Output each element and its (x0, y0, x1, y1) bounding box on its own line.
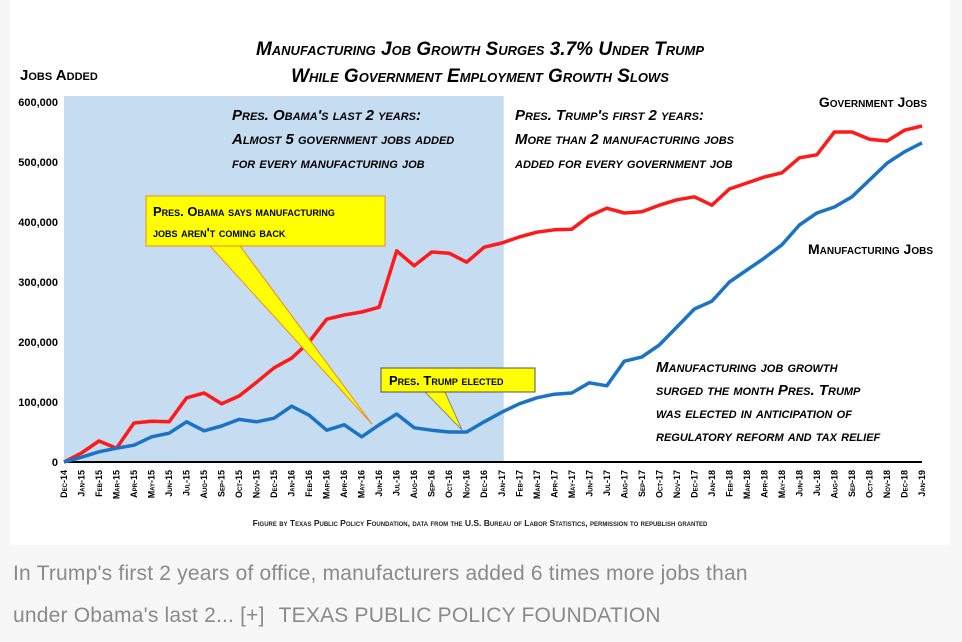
surge-note-3: was elected in anticipation of (656, 405, 852, 422)
y-tick-label: 100,000 (18, 397, 58, 409)
x-tick-label: Apr-15 (129, 470, 139, 498)
x-tick-label: May-18 (777, 470, 787, 498)
obama-callout-text-1: Pres. Obama says manufacturing (153, 204, 335, 219)
obama-period-note-1: Pres. Obama's last 2 years: (232, 107, 421, 124)
y-tick-label: 500,000 (18, 157, 58, 169)
x-tick-label: Jun-18 (794, 470, 804, 497)
x-tick-label: Nov-15 (252, 470, 262, 498)
x-tick-label: Feb-18 (724, 470, 734, 497)
x-tick-label: Oct-18 (864, 470, 874, 498)
source-note: Figure by Texas Public Policy Foundation… (253, 518, 708, 528)
x-tick-label: Apr-16 (339, 470, 349, 498)
obama-callout-box (145, 195, 386, 247)
x-tick-label: Jan-19 (917, 470, 927, 497)
obama-period-note-2: Almost 5 government jobs added (231, 131, 454, 148)
x-tick-label: Jul-16 (392, 470, 402, 496)
x-tick-label: Jun-16 (374, 470, 384, 497)
manufacturing-jobs-line (63, 141, 923, 464)
x-tick-label: May-15 (147, 470, 157, 498)
surge-note-4: regulatory reform and tax relief (656, 428, 881, 445)
trump-callout-text: Pres. Trump elected (389, 373, 504, 388)
expand-caption-button[interactable]: [+] (240, 604, 265, 627)
caption-line-2: under Obama's last 2... [+] TEXAS PUBLIC … (13, 604, 661, 628)
x-tick-label: Sep-15 (217, 470, 227, 497)
x-tick-label: Sep-17 (637, 470, 647, 497)
x-tick-label: Dec-18 (899, 470, 909, 498)
x-tick-label: Oct-15 (234, 470, 244, 498)
manufacturing-jobs-label: Manufacturing Jobs (808, 241, 933, 257)
y-tick-label: 400,000 (18, 217, 58, 229)
x-tick-label: Mar-18 (742, 470, 752, 499)
y-tick-label: 600,000 (18, 97, 58, 109)
x-tick-label: Apr-18 (759, 470, 769, 498)
y-axis-label: Jobs Added (20, 67, 98, 84)
x-tick-label: Sep-18 (847, 470, 857, 497)
caption-line-1: In Trump's first 2 years of office, manu… (13, 562, 748, 585)
x-tick-label: Nov-17 (672, 470, 682, 498)
x-tick-label: Oct-16 (444, 470, 454, 498)
trump-period-note-2: More than 2 manufacturing jobs (515, 131, 735, 148)
surge-note-1: Manufacturing job growth (656, 359, 839, 376)
x-tick-label: Aug-15 (199, 470, 209, 499)
caption-text-2: under Obama's last 2... (13, 604, 235, 627)
x-tick-label: Jan-15 (77, 470, 87, 497)
surge-note-2: surged the month Pres. Trump (656, 382, 861, 399)
x-tick-label: Jan-18 (707, 470, 717, 497)
chart-title-line-2: While Government Employment Growth Slows (291, 66, 669, 87)
x-tick-label: Mar-16 (322, 470, 332, 499)
x-tick-label: Jul-18 (812, 470, 822, 496)
x-tick-label: Dec-16 (479, 470, 489, 498)
x-tick-label: Jan-16 (287, 470, 297, 497)
x-tick-label: Jul-17 (602, 470, 612, 496)
x-tick-label: Mar-15 (112, 470, 122, 499)
trump-period-note-1: Pres. Trump's first 2 years: (515, 107, 704, 124)
x-tick-label: Mar-17 (532, 470, 542, 499)
obama-period-note-3: for every manufacturing job (232, 155, 425, 172)
x-tick-label: Sep-16 (427, 470, 437, 497)
x-tick-label: Dec-14 (59, 470, 69, 498)
x-tick-label: May-17 (567, 470, 577, 498)
x-tick-label: Jun-15 (164, 470, 174, 497)
x-tick-label: Nov-18 (882, 470, 892, 498)
government-jobs-label: Government Jobs (819, 94, 927, 110)
x-tick-label: Dec-15 (269, 470, 279, 498)
x-tick-label: May-16 (357, 470, 367, 498)
y-tick-label: 300,000 (18, 277, 58, 289)
chart-title-line-1: Manufacturing Job Growth Surges 3.7% Und… (256, 39, 704, 60)
y-tick-label: 0 (52, 457, 58, 469)
obama-period-shade (64, 96, 504, 462)
x-tick-label: Aug-17 (619, 470, 629, 499)
x-tick-label: Feb-17 (514, 470, 524, 497)
trump-period-note-3: added for every government job (514, 155, 733, 172)
y-tick-label: 200,000 (18, 337, 58, 349)
x-tick-label: Jan-17 (497, 470, 507, 497)
photo-credit: TEXAS PUBLIC POLICY FOUNDATION (278, 604, 661, 627)
x-tick-label: Feb-16 (304, 470, 314, 497)
obama-callout-text-2: jobs aren't coming back (153, 225, 286, 240)
chart-svg: 0 100,000 200,000 300,000 400,000 500,000 600,… (18, 39, 933, 528)
x-tick-label: Jun-17 (584, 470, 594, 497)
chart: 0 100,000 200,000 300,000 400,000 500,000 600,… (10, 0, 950, 545)
x-tick-label: Aug-16 (409, 470, 419, 499)
x-tick-label: Nov-16 (462, 470, 472, 498)
x-tick-label: Oct-17 (654, 470, 664, 498)
x-tick-label: Apr-17 (549, 470, 559, 498)
government-jobs-line (63, 124, 923, 464)
x-tick-label: Feb-15 (94, 470, 104, 497)
x-tick-label: Jul-15 (182, 470, 192, 496)
trump-callout-box (380, 367, 536, 393)
x-tick-label: Aug-18 (829, 470, 839, 499)
x-tick-label: Dec-17 (689, 470, 699, 498)
